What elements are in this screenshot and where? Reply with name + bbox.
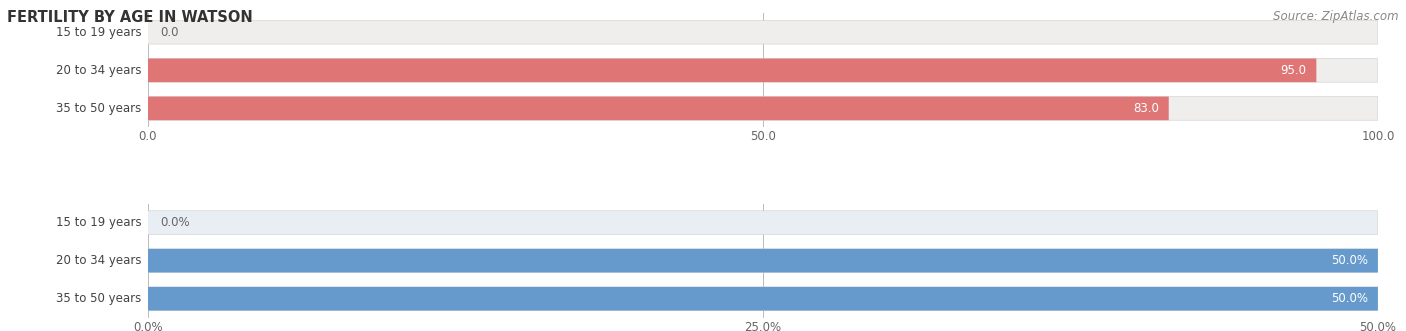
FancyBboxPatch shape xyxy=(148,249,1378,272)
Text: 15 to 19 years: 15 to 19 years xyxy=(56,26,142,39)
Text: 20 to 34 years: 20 to 34 years xyxy=(56,254,142,267)
FancyBboxPatch shape xyxy=(148,287,1378,310)
Text: 15 to 19 years: 15 to 19 years xyxy=(56,216,142,229)
FancyBboxPatch shape xyxy=(148,287,1378,310)
Text: 95.0: 95.0 xyxy=(1281,64,1306,77)
Text: 35 to 50 years: 35 to 50 years xyxy=(56,292,142,305)
FancyBboxPatch shape xyxy=(148,211,1378,234)
Text: 50.0%: 50.0% xyxy=(1331,254,1368,267)
FancyBboxPatch shape xyxy=(148,249,1378,272)
Text: 0.0: 0.0 xyxy=(160,26,179,39)
FancyBboxPatch shape xyxy=(148,97,1378,120)
Text: 35 to 50 years: 35 to 50 years xyxy=(56,102,142,115)
FancyBboxPatch shape xyxy=(148,59,1378,82)
Text: 20 to 34 years: 20 to 34 years xyxy=(56,64,142,77)
Text: FERTILITY BY AGE IN WATSON: FERTILITY BY AGE IN WATSON xyxy=(7,10,253,25)
Text: Source: ZipAtlas.com: Source: ZipAtlas.com xyxy=(1274,10,1399,23)
Text: 0.0%: 0.0% xyxy=(160,216,190,229)
FancyBboxPatch shape xyxy=(148,21,1378,44)
FancyBboxPatch shape xyxy=(148,97,1168,120)
Text: 83.0: 83.0 xyxy=(1133,102,1159,115)
Text: 50.0%: 50.0% xyxy=(1331,292,1368,305)
FancyBboxPatch shape xyxy=(148,59,1316,82)
